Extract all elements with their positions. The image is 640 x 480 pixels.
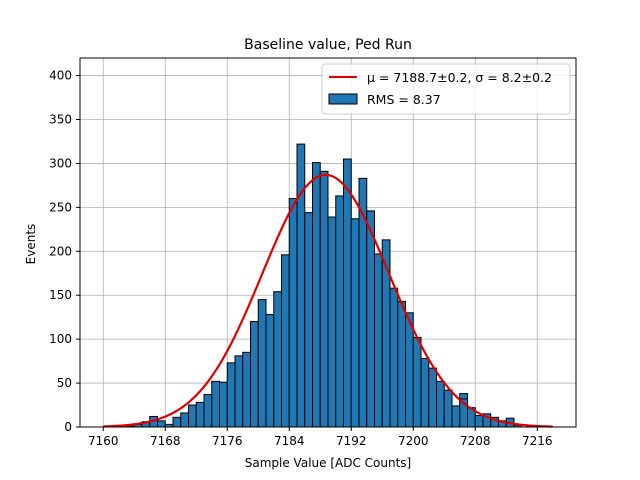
legend-fit-label: μ = 7188.7±0.2, σ = 8.2±0.2 — [367, 70, 552, 85]
legend-box — [321, 63, 571, 115]
histogram-bar — [195, 401, 205, 428]
histogram-bar — [474, 415, 484, 428]
chart-title: Baseline value, Ped Run — [244, 37, 412, 53]
histogram-bar — [405, 312, 414, 428]
histogram-bar — [327, 216, 337, 428]
histogram-bar — [319, 170, 329, 428]
y-axis-label: Events — [24, 224, 38, 265]
y-tick-label: 50 — [57, 376, 72, 390]
y-tick-label: 100 — [49, 332, 72, 346]
histogram-bar — [436, 380, 445, 428]
gaussian-fit-curve — [103, 173, 553, 428]
histogram-bar — [288, 198, 298, 428]
x-tick-label: 7176 — [212, 434, 243, 448]
legend-hist-label: RMS = 8.37 — [367, 92, 441, 107]
legend-hist-swatch — [328, 93, 358, 105]
histogram-bar — [397, 300, 406, 428]
histogram-bar — [180, 412, 189, 428]
x-tick-label: 7184 — [274, 434, 305, 448]
histogram-bar — [412, 336, 422, 428]
histogram-bar — [304, 212, 313, 428]
histogram-bar — [389, 287, 399, 428]
histogram-bar — [443, 389, 453, 428]
histogram-bar — [428, 367, 437, 428]
histogram-bar — [157, 420, 166, 428]
x-axis-label: Sample Value [ADC Counts] — [245, 456, 411, 470]
x-tick-label: 7208 — [460, 434, 491, 448]
histogram-bar — [257, 299, 267, 428]
y-tick-label: 150 — [49, 288, 72, 302]
histogram-bar — [203, 393, 213, 428]
histogram-bar — [265, 314, 275, 428]
histogram-bar — [250, 321, 259, 428]
histogram-bar — [226, 362, 236, 428]
x-tick-label: 7192 — [336, 434, 367, 448]
histogram-bar — [335, 195, 344, 428]
histogram-bar — [219, 381, 228, 428]
histogram-bar — [296, 143, 306, 428]
x-tick-label: 7160 — [88, 434, 119, 448]
x-tick-label: 7200 — [398, 434, 429, 448]
y-tick-label: 350 — [49, 113, 72, 127]
y-axis: 0 50 100 150 200 250 300 350 400 — [49, 69, 80, 434]
plot-frame — [79, 57, 577, 428]
y-tick-label: 250 — [49, 200, 72, 214]
histogram-bar — [172, 416, 182, 428]
legend: μ = 7188.7±0.2, σ = 8.2±0.2 RMS = 8.37 — [321, 63, 571, 115]
histogram-bar — [281, 254, 290, 428]
y-tick-label: 400 — [49, 69, 72, 83]
histogram-bar — [350, 218, 360, 428]
x-tick-label: 7168 — [150, 434, 181, 448]
y-tick-label: 300 — [49, 156, 72, 170]
histogram-bar — [234, 355, 244, 428]
histogram-bar — [343, 158, 352, 428]
y-tick-label: 200 — [49, 244, 72, 258]
y-tick-label: 0 — [64, 420, 72, 434]
histogram-bars — [126, 143, 523, 428]
gaussian-fit — [103, 173, 553, 428]
histogram-bar — [366, 210, 375, 428]
histogram-bar — [211, 380, 220, 428]
x-axis: 7160 7168 7176 7184 7192 7200 7208 7216 — [88, 427, 553, 448]
histogram-bar — [188, 404, 197, 428]
histogram-bar — [242, 351, 251, 428]
histogram-bar — [374, 253, 383, 428]
histogram-bar — [273, 291, 282, 428]
histogram-bar — [420, 357, 430, 428]
x-tick-label: 7216 — [522, 434, 553, 448]
histogram-bar — [451, 405, 461, 428]
histogram-bar — [312, 162, 321, 428]
